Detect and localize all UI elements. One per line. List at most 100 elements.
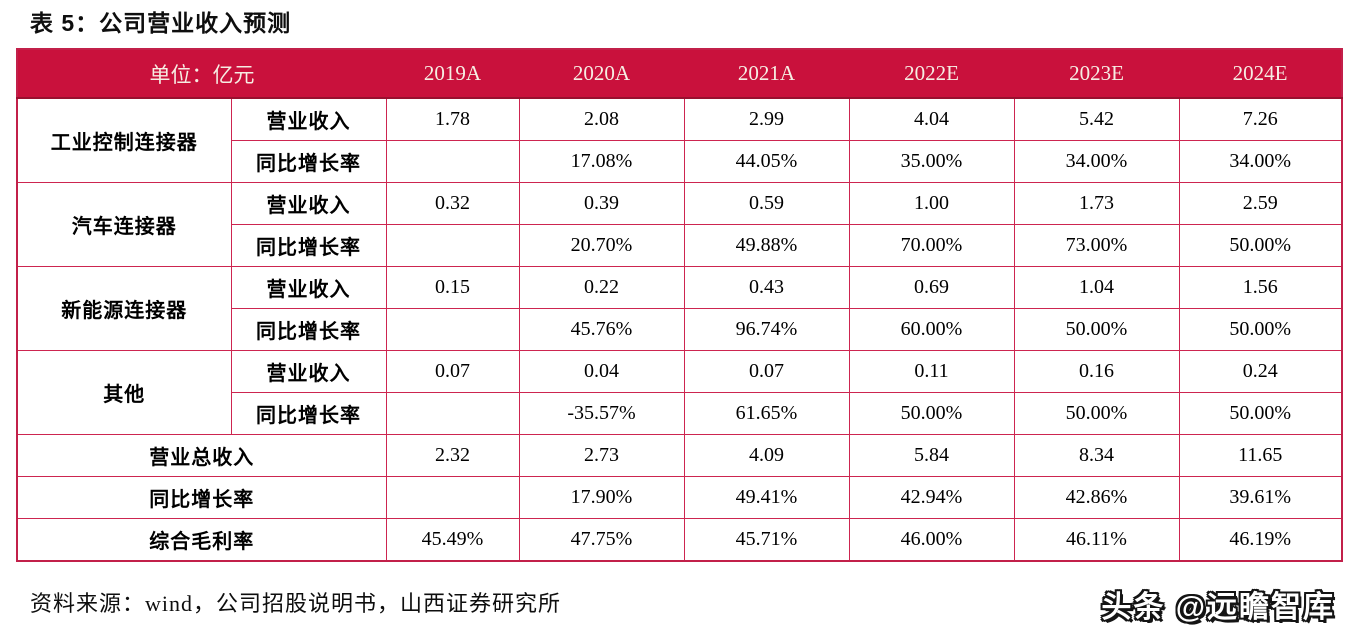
value-cell: 50.00% bbox=[1178, 224, 1343, 267]
value-cell: 45.76% bbox=[518, 308, 685, 351]
value-cell: 34.00% bbox=[1178, 140, 1343, 183]
value-cell: 0.32 bbox=[385, 182, 520, 225]
value-cell: 0.04 bbox=[518, 350, 685, 393]
column-header-2019a: 2019A bbox=[386, 49, 519, 98]
value-cell: 70.00% bbox=[848, 224, 1015, 267]
value-cell: 0.24 bbox=[1178, 350, 1343, 393]
source-note: 资料来源：wind，公司招股说明书，山西证券研究所 bbox=[30, 591, 562, 616]
value-cell: 1.73 bbox=[1013, 182, 1180, 225]
value-cell: 0.22 bbox=[518, 266, 685, 309]
value-cell: 44.05% bbox=[683, 140, 850, 183]
value-cell: 61.65% bbox=[683, 392, 850, 435]
value-cell: 60.00% bbox=[848, 308, 1015, 351]
value-cell: 0.43 bbox=[683, 266, 850, 309]
value-cell: 50.00% bbox=[1178, 308, 1343, 351]
value-cell: 7.26 bbox=[1178, 97, 1343, 141]
table-row: 新能源连接器 营业收入 0.15 0.22 0.43 0.69 1.04 1.5… bbox=[16, 266, 1343, 351]
summary-row: 同比增长率 17.90% 49.41% 42.94% 42.86% 39.61% bbox=[16, 476, 1343, 519]
value-cell: 2.59 bbox=[1178, 182, 1343, 225]
value-cell: 42.94% bbox=[848, 476, 1015, 519]
category-cell: 新能源连接器 bbox=[16, 266, 232, 351]
value-cell: 45.71% bbox=[683, 518, 850, 562]
value-cell: 4.09 bbox=[683, 434, 850, 477]
value-cell: 2.73 bbox=[518, 434, 685, 477]
value-cell: 35.00% bbox=[848, 140, 1015, 183]
value-cell: 0.16 bbox=[1013, 350, 1180, 393]
metric-label-cell: 同比增长率 bbox=[230, 308, 387, 351]
value-cell: 17.90% bbox=[518, 476, 685, 519]
value-cell: 50.00% bbox=[1178, 392, 1343, 435]
value-cell: 50.00% bbox=[1013, 392, 1180, 435]
column-header-2024e: 2024E bbox=[1179, 49, 1342, 98]
metric-label-cell: 营业收入 bbox=[230, 182, 387, 225]
column-header-2022e: 2022E bbox=[849, 49, 1014, 98]
page-title: 表 5：公司营业收入预测 bbox=[30, 10, 292, 36]
table-row: 同比增长率 45.76% 96.74% 60.00% 50.00% 50.00% bbox=[17, 308, 1343, 351]
value-cell: 5.84 bbox=[848, 434, 1015, 477]
value-cell: 46.11% bbox=[1013, 518, 1180, 562]
value-cell: 0.15 bbox=[385, 266, 520, 309]
value-cell: 34.00% bbox=[1013, 140, 1180, 183]
value-cell: 45.49% bbox=[385, 518, 520, 562]
summary-row: 营业总收入 2.32 2.73 4.09 5.84 8.34 11.65 bbox=[16, 434, 1343, 477]
value-cell: 0.11 bbox=[848, 350, 1015, 393]
table-row: 工业控制连接器 营业收入 1.78 2.08 2.99 4.04 5.42 7.… bbox=[16, 97, 1343, 183]
table-row: 同比增长率 -35.57% 61.65% 50.00% 50.00% 50.00… bbox=[17, 392, 1343, 435]
value-cell: 46.00% bbox=[848, 518, 1015, 562]
value-cell bbox=[385, 392, 520, 435]
value-cell: 2.08 bbox=[518, 97, 685, 141]
watermark-toutiao: 头条 @远瞻智库 bbox=[1101, 591, 1335, 624]
value-cell: 1.78 bbox=[385, 97, 520, 141]
value-cell bbox=[385, 140, 520, 183]
value-cell: 8.34 bbox=[1013, 434, 1180, 477]
value-cell: 49.88% bbox=[683, 224, 850, 267]
column-header-2023e: 2023E bbox=[1014, 49, 1179, 98]
summary-row: 综合毛利率 45.49% 47.75% 45.71% 46.00% 46.11%… bbox=[16, 518, 1343, 562]
value-cell: 0.69 bbox=[848, 266, 1015, 309]
metric-label-cell: 同比增长率 bbox=[230, 140, 387, 183]
value-cell bbox=[385, 476, 520, 519]
value-cell: 42.86% bbox=[1013, 476, 1180, 519]
value-cell: 0.07 bbox=[683, 350, 850, 393]
category-cell: 汽车连接器 bbox=[16, 182, 232, 267]
value-cell bbox=[385, 308, 520, 351]
metric-label-cell: 营业收入 bbox=[230, 97, 387, 141]
value-cell: 0.07 bbox=[385, 350, 520, 393]
table-row: 其他 营业收入 0.07 0.04 0.07 0.11 0.16 0.24 bbox=[16, 350, 1343, 435]
value-cell: 4.04 bbox=[848, 97, 1015, 141]
metric-label-cell: 营业收入 bbox=[230, 350, 387, 393]
summary-label-cell: 营业总收入 bbox=[16, 434, 387, 477]
column-header-2020a: 2020A bbox=[519, 49, 684, 98]
value-cell: 96.74% bbox=[683, 308, 850, 351]
metric-label-cell: 同比增长率 bbox=[230, 224, 387, 267]
unit-header-cell: 单位：亿元 bbox=[17, 49, 386, 98]
value-cell: 39.61% bbox=[1178, 476, 1343, 519]
value-cell: 20.70% bbox=[518, 224, 685, 267]
column-header-2021a: 2021A bbox=[684, 49, 849, 98]
value-cell: 50.00% bbox=[1013, 308, 1180, 351]
value-cell: 17.08% bbox=[518, 140, 685, 183]
value-cell bbox=[385, 224, 520, 267]
value-cell: 1.04 bbox=[1013, 266, 1180, 309]
value-cell: 11.65 bbox=[1178, 434, 1343, 477]
value-cell: 47.75% bbox=[518, 518, 685, 562]
table-row: 同比增长率 17.08% 44.05% 35.00% 34.00% 34.00% bbox=[17, 140, 1343, 183]
value-cell: 2.99 bbox=[683, 97, 850, 141]
summary-label-cell: 同比增长率 bbox=[16, 476, 387, 519]
value-cell: 1.00 bbox=[848, 182, 1015, 225]
category-cell: 工业控制连接器 bbox=[16, 97, 232, 183]
value-cell: 50.00% bbox=[848, 392, 1015, 435]
metric-label-cell: 营业收入 bbox=[230, 266, 387, 309]
value-cell: 2.32 bbox=[385, 434, 520, 477]
table-header-row: 单位：亿元 2019A 2020A 2021A 2022E 2023E 2024… bbox=[17, 49, 1342, 98]
value-cell: 5.42 bbox=[1013, 97, 1180, 141]
value-cell: 73.00% bbox=[1013, 224, 1180, 267]
revenue-forecast-table: 单位：亿元 2019A 2020A 2021A 2022E 2023E 2024… bbox=[16, 48, 1343, 562]
value-cell: 0.59 bbox=[683, 182, 850, 225]
category-cell: 其他 bbox=[16, 350, 232, 435]
metric-label-cell: 同比增长率 bbox=[230, 392, 387, 435]
table-row: 汽车连接器 营业收入 0.32 0.39 0.59 1.00 1.73 2.59 bbox=[16, 182, 1343, 267]
value-cell: 49.41% bbox=[683, 476, 850, 519]
table-row: 同比增长率 20.70% 49.88% 70.00% 73.00% 50.00% bbox=[17, 224, 1343, 267]
